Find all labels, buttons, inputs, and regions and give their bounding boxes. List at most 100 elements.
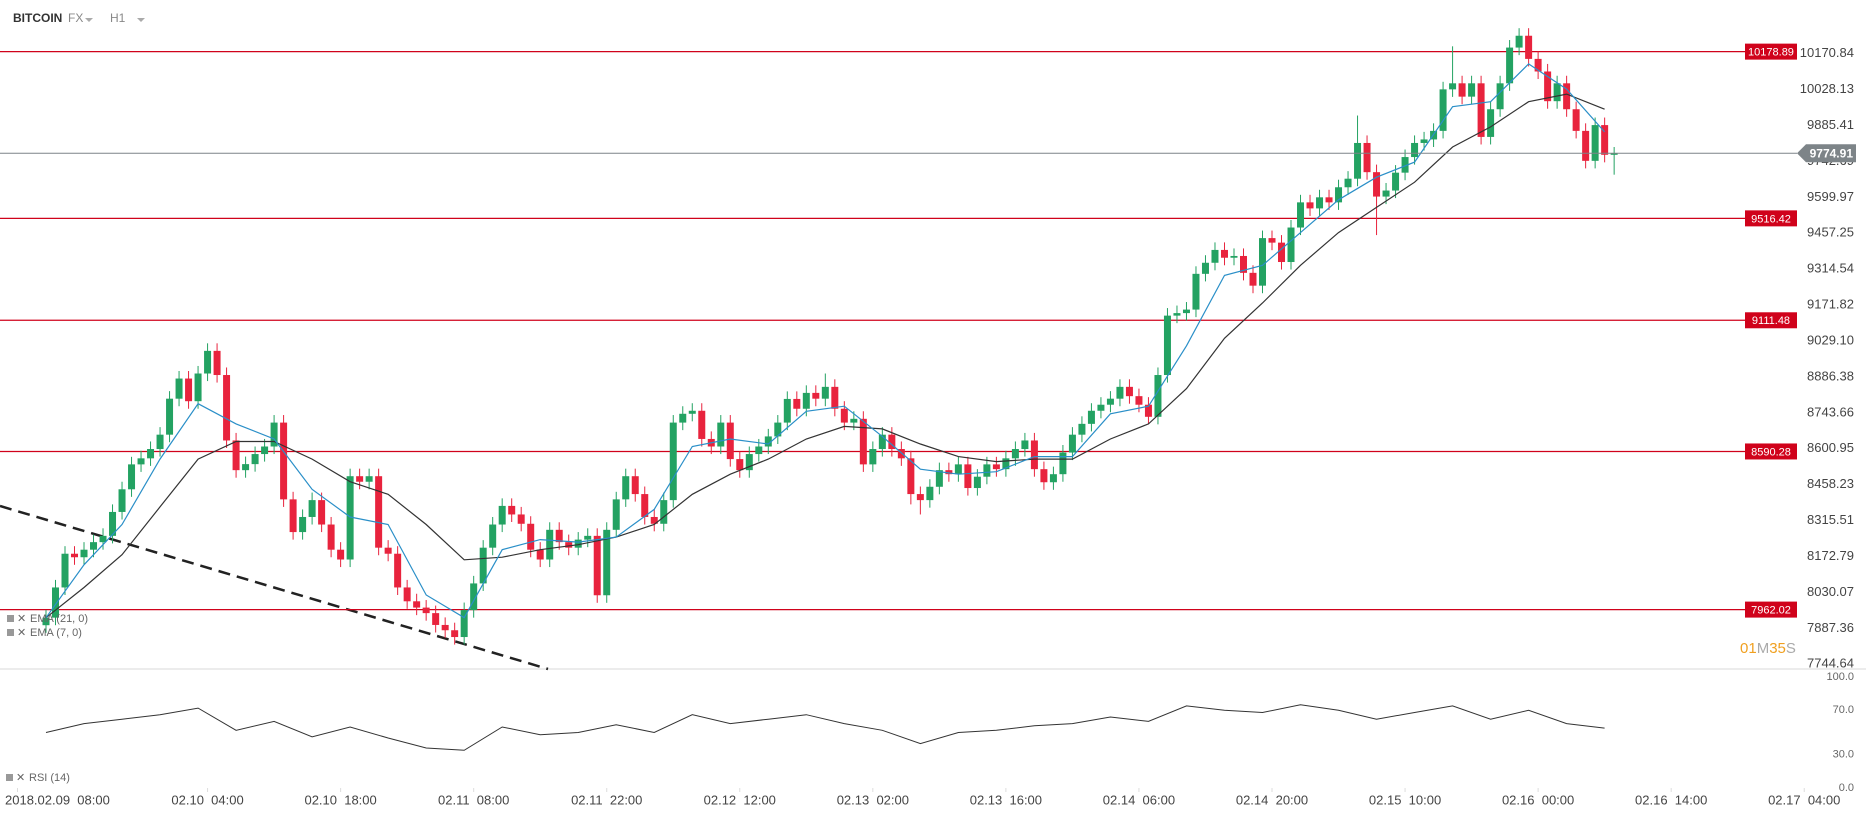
timeframe[interactable]: H1: [110, 11, 126, 25]
y-tick-label: 8743.66: [1807, 404, 1854, 419]
candle-body: [375, 476, 383, 548]
candle-body: [1439, 89, 1447, 131]
candle-body: [859, 418, 867, 465]
level-tag: [1745, 601, 1797, 618]
candle-body: [821, 386, 829, 399]
y-tick-label: 7887.36: [1807, 620, 1854, 635]
dropdown-arrow[interactable]: [85, 18, 93, 22]
countdown-seconds-unit: S: [1786, 640, 1796, 657]
y-tick-label: 8600.95: [1807, 440, 1854, 455]
candle-body: [698, 410, 706, 439]
last-price-label: 9774.91: [1810, 146, 1854, 160]
candle-body: [147, 449, 155, 459]
legend-close[interactable]: ✕: [16, 772, 25, 784]
candle-body: [1078, 423, 1086, 435]
candle-body: [1097, 404, 1105, 411]
candle-body: [1192, 273, 1200, 310]
candle-body: [261, 446, 269, 455]
candle-body: [166, 398, 174, 435]
candle-body: [802, 392, 810, 409]
level-label: 8590.28: [1751, 446, 1791, 458]
rsi-tick-label: 0.0: [1839, 782, 1854, 794]
candle-body: [137, 458, 145, 465]
y-tick-label: 10028.13: [1800, 81, 1854, 96]
candle-body: [907, 458, 915, 495]
y-tick-label: 7744.64: [1807, 656, 1854, 671]
candle-body: [745, 454, 753, 471]
candle-body: [1306, 202, 1314, 209]
candle-body: [1477, 83, 1485, 137]
candle-body: [413, 601, 421, 608]
legend-close[interactable]: ✕: [17, 613, 26, 625]
candle-body: [546, 529, 554, 560]
candle-body: [470, 583, 478, 611]
candle-body: [1591, 125, 1599, 161]
x-tick-label: 02.12 12:00: [704, 792, 776, 807]
candle-body: [517, 514, 525, 524]
candle-body: [242, 464, 250, 471]
candle-body: [831, 386, 839, 409]
candle-body: [432, 613, 440, 625]
candle-body: [584, 535, 592, 540]
candle-body: [270, 422, 278, 447]
y-tick-label: 8172.79: [1807, 548, 1854, 563]
candle-body: [669, 422, 677, 501]
candle-body: [1106, 398, 1114, 405]
candle-body: [736, 459, 744, 471]
y-tick-label: 10170.84: [1800, 45, 1854, 60]
x-tick-label: 02.13 02:00: [837, 792, 909, 807]
candle-body: [935, 470, 943, 487]
symbol[interactable]: BITCOIN: [13, 11, 62, 25]
candle-body: [223, 375, 231, 441]
candle-body: [1582, 130, 1590, 161]
candle-body: [555, 529, 563, 543]
candle-body: [1249, 272, 1257, 286]
candle-body: [1116, 386, 1124, 399]
candle-body: [280, 422, 288, 500]
candle-body: [337, 549, 345, 560]
candle-body: [954, 464, 962, 475]
candle-body: [1544, 71, 1552, 102]
candle-body: [565, 542, 573, 548]
candle-body: [1220, 249, 1228, 258]
candle-body: [1563, 83, 1571, 110]
legend-icon: [7, 629, 14, 636]
candle-body: [489, 524, 497, 548]
x-tick-label: 02.13 16:00: [970, 792, 1042, 807]
candle-body: [1125, 386, 1133, 397]
x-tick-label: 02.16 14:00: [1635, 792, 1707, 807]
candle-body: [508, 505, 516, 515]
candle-body: [1002, 458, 1010, 470]
x-tick-label: 02.14 20:00: [1236, 792, 1308, 807]
candle-body: [1382, 190, 1390, 197]
candle-body: [783, 398, 791, 423]
candle-body: [1420, 139, 1428, 143]
candle-body: [840, 408, 848, 423]
candle-body: [403, 587, 411, 602]
candle-body: [1487, 109, 1495, 137]
candle-body: [1021, 440, 1029, 450]
y-tick-label: 9314.54: [1807, 261, 1854, 276]
level-label: 10178.89: [1748, 47, 1794, 59]
candle-body: [460, 610, 468, 638]
candle-body: [1354, 142, 1362, 179]
rsi-label: RSI (14): [29, 772, 70, 784]
x-tick-label: 02.16 00:00: [1502, 792, 1574, 807]
dropdown-arrow[interactable]: [137, 18, 145, 22]
candle-body: [774, 422, 782, 437]
candle-body: [109, 511, 117, 536]
candle-body: [346, 476, 354, 560]
candle-body: [973, 476, 981, 489]
candle-body: [441, 624, 449, 631]
y-tick-label: 9029.10: [1807, 332, 1854, 347]
candle-body: [1373, 172, 1381, 197]
candle-body: [394, 553, 402, 588]
market[interactable]: FX: [68, 11, 83, 25]
y-tick-label: 9885.41: [1807, 117, 1854, 132]
ema-line: [45, 63, 1606, 619]
candle-body: [612, 499, 620, 530]
candle-body: [1525, 35, 1533, 59]
y-tick-label: 8030.07: [1807, 584, 1854, 599]
legend-close[interactable]: ✕: [17, 627, 26, 639]
